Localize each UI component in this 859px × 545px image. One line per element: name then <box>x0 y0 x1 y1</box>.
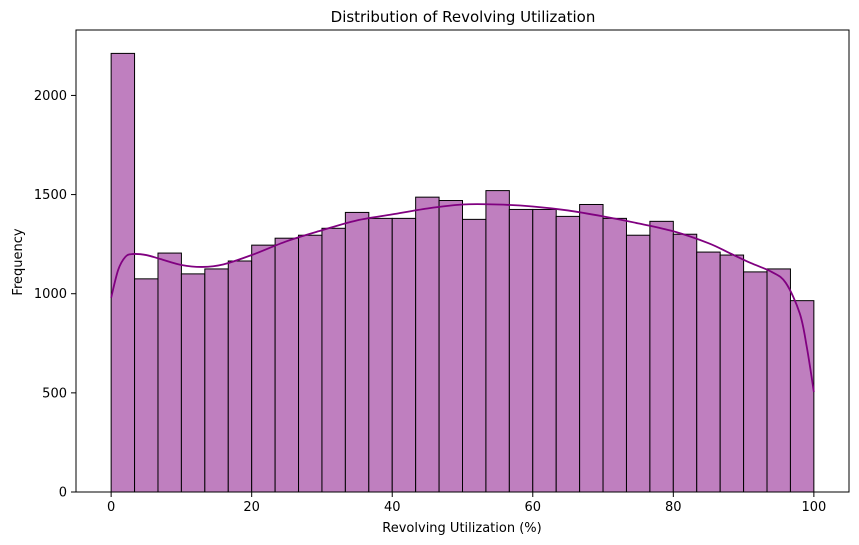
histogram-bar <box>579 203 604 493</box>
histogram-bar <box>157 252 182 493</box>
histogram-bar <box>719 254 745 493</box>
histogram-bar <box>625 234 651 493</box>
x-tick-label: 40 <box>384 500 401 515</box>
histogram-bar <box>368 217 393 493</box>
x-tick-label: 0 <box>107 500 115 515</box>
x-axis-label: Revolving Utilization (%) <box>382 521 541 536</box>
histogram-bar <box>462 218 487 493</box>
y-tick-label: 0 <box>59 486 67 501</box>
histogram-bar <box>508 208 534 493</box>
histogram-bar <box>438 200 463 493</box>
x-axis: 0 20 40 60 80 100 <box>107 492 826 515</box>
histogram-bar <box>415 196 440 493</box>
chart-title: Distribution of Revolving Utilization <box>331 8 596 26</box>
histogram-bar <box>298 234 323 493</box>
y-tick-label: 1000 <box>34 287 67 302</box>
histogram-bar <box>602 217 627 493</box>
x-tick-label: 80 <box>665 500 682 515</box>
x-tick-label: 20 <box>243 500 260 515</box>
histogram-bar <box>227 260 253 493</box>
histogram-bar <box>649 220 674 493</box>
histogram-bar <box>204 268 229 493</box>
histogram-bar <box>391 217 417 493</box>
histogram-bar <box>672 233 698 493</box>
histogram-bar <box>321 227 346 493</box>
kde-line <box>110 203 815 393</box>
y-tick-label: 500 <box>42 386 67 401</box>
histogram-bar <box>696 251 721 493</box>
y-axis-label: Frequency <box>11 228 26 295</box>
histogram-bar <box>743 271 768 493</box>
histogram-bar <box>766 268 791 493</box>
histogram-bar <box>532 208 557 493</box>
histogram-bar <box>251 244 276 493</box>
x-tick-label: 60 <box>524 500 541 515</box>
histogram-bar <box>344 211 370 493</box>
plot-frame <box>75 29 850 493</box>
bars-group <box>110 52 815 493</box>
histogram-bar <box>789 300 815 493</box>
x-tick-label: 100 <box>801 500 826 515</box>
kde-group <box>110 203 815 393</box>
y-axis: 0 500 1000 1500 2000 <box>34 89 76 501</box>
histogram-bar <box>110 52 136 493</box>
histogram-bar <box>134 278 159 493</box>
histogram-bar <box>180 273 206 493</box>
histogram-bar <box>555 215 581 493</box>
histogram-bar <box>485 190 510 493</box>
y-tick-label: 2000 <box>34 89 67 104</box>
y-tick-label: 1500 <box>34 188 67 203</box>
histogram-bar <box>274 237 300 493</box>
